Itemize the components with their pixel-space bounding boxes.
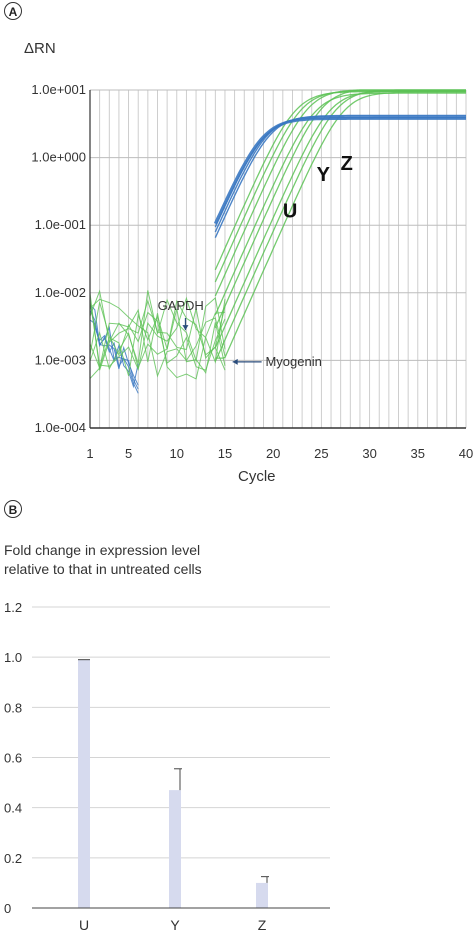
y-tick-label: 0.2 [4,851,22,866]
fold-change-bars [78,659,269,908]
panel-b-badge: B [4,500,22,518]
annotation-curve-z: Z [341,153,353,175]
panel-a-x-axis-label: Cycle [238,468,276,485]
y-tick-label: 1.0e-003 [35,352,86,367]
x-tick-label: 25 [314,446,328,461]
x-tick-label: Y [170,917,180,933]
y-tick-label: 0.8 [4,700,22,715]
amplification-plot-x-ticks: 1 5 10 15 20 25 30 35 40 [86,446,473,461]
amplification-plot: 1.0e-004 1.0e-003 1.0e-002 1.0e-001 1.0e+000… [31,82,473,461]
blue-amplification-curve-3 [214,114,466,238]
y-tick-label: 0.4 [4,801,22,816]
panel-a-badge: A [4,2,22,20]
annotation-curve-y: Y [317,164,331,186]
green-noise-curve-2 [89,298,226,378]
y-tick-label: 1.0e-004 [35,420,86,435]
x-tick-label: 10 [170,446,184,461]
x-tick-label: 15 [218,446,232,461]
amplification-plot-grid [89,89,467,429]
amplification-curves [89,89,466,394]
x-tick-label: 5 [125,446,132,461]
annotation-myogenin-arrowhead [232,358,238,365]
y-tick-label: 1.0e-002 [35,285,86,300]
amplification-plot-y-ticks: 1.0e-004 1.0e-003 1.0e-002 1.0e-001 1.0e+000… [31,82,86,435]
y-tick-label: 1.0e-001 [35,217,86,232]
x-tick-label: 40 [459,446,473,461]
green-noise-curve-6 [89,299,226,376]
green-noise-curve-7 [89,296,226,372]
green-amplification-curve-3 [214,92,466,316]
panel-b-y-axis-label-line1: Fold change in expression level [4,542,201,558]
blue-amplification-curve-0 [213,116,466,225]
x-tick-label: 20 [266,446,280,461]
bar-y [169,790,181,908]
x-tick-label: U [79,917,89,933]
fold-change-bar-chart: 0 0.2 0.4 0.6 0.8 1.0 1.2 U Y Z [4,600,330,933]
green-noise-curve-4 [89,308,226,380]
fold-change-y-ticks: 0 0.2 0.4 0.6 0.8 1.0 1.2 [4,600,22,916]
x-tick-label: Z [258,917,267,933]
fold-change-grid [32,606,330,859]
panel-a-y-axis-label: ΔRN [24,40,56,57]
y-tick-label: 0 [4,901,11,916]
amplification-plot-axes [89,90,466,429]
amplification-plot-annotations: GAPDH Myogenin UY Z [158,153,353,369]
x-tick-label: 30 [362,446,376,461]
annotation-curve-u: U [283,200,297,222]
y-tick-label: 1.0 [4,650,22,665]
y-tick-label: 1.2 [4,600,22,615]
green-noise-curve-3 [89,290,226,371]
y-tick-label: 0.6 [4,751,22,766]
blue-amplification-curve-1 [214,116,466,228]
y-tick-label: 1.0e+000 [31,150,86,165]
panel-b-y-axis-label-line2: relative to that in untreated cells [4,561,202,577]
y-tick-label: 1.0e+001 [31,82,86,97]
bar-z [256,882,268,908]
x-tick-label: 1 [86,446,93,461]
annotation-gapdh-arrowhead [182,325,189,331]
bar-u [78,659,90,908]
annotation-myogenin: Myogenin [265,354,321,369]
green-amplification-curve-5 [214,90,466,349]
green-amplification-curve-6 [214,89,466,362]
green-amplification-curve-7 [215,91,466,359]
annotation-gapdh: GAPDH [158,298,204,313]
x-tick-label: 35 [411,446,425,461]
